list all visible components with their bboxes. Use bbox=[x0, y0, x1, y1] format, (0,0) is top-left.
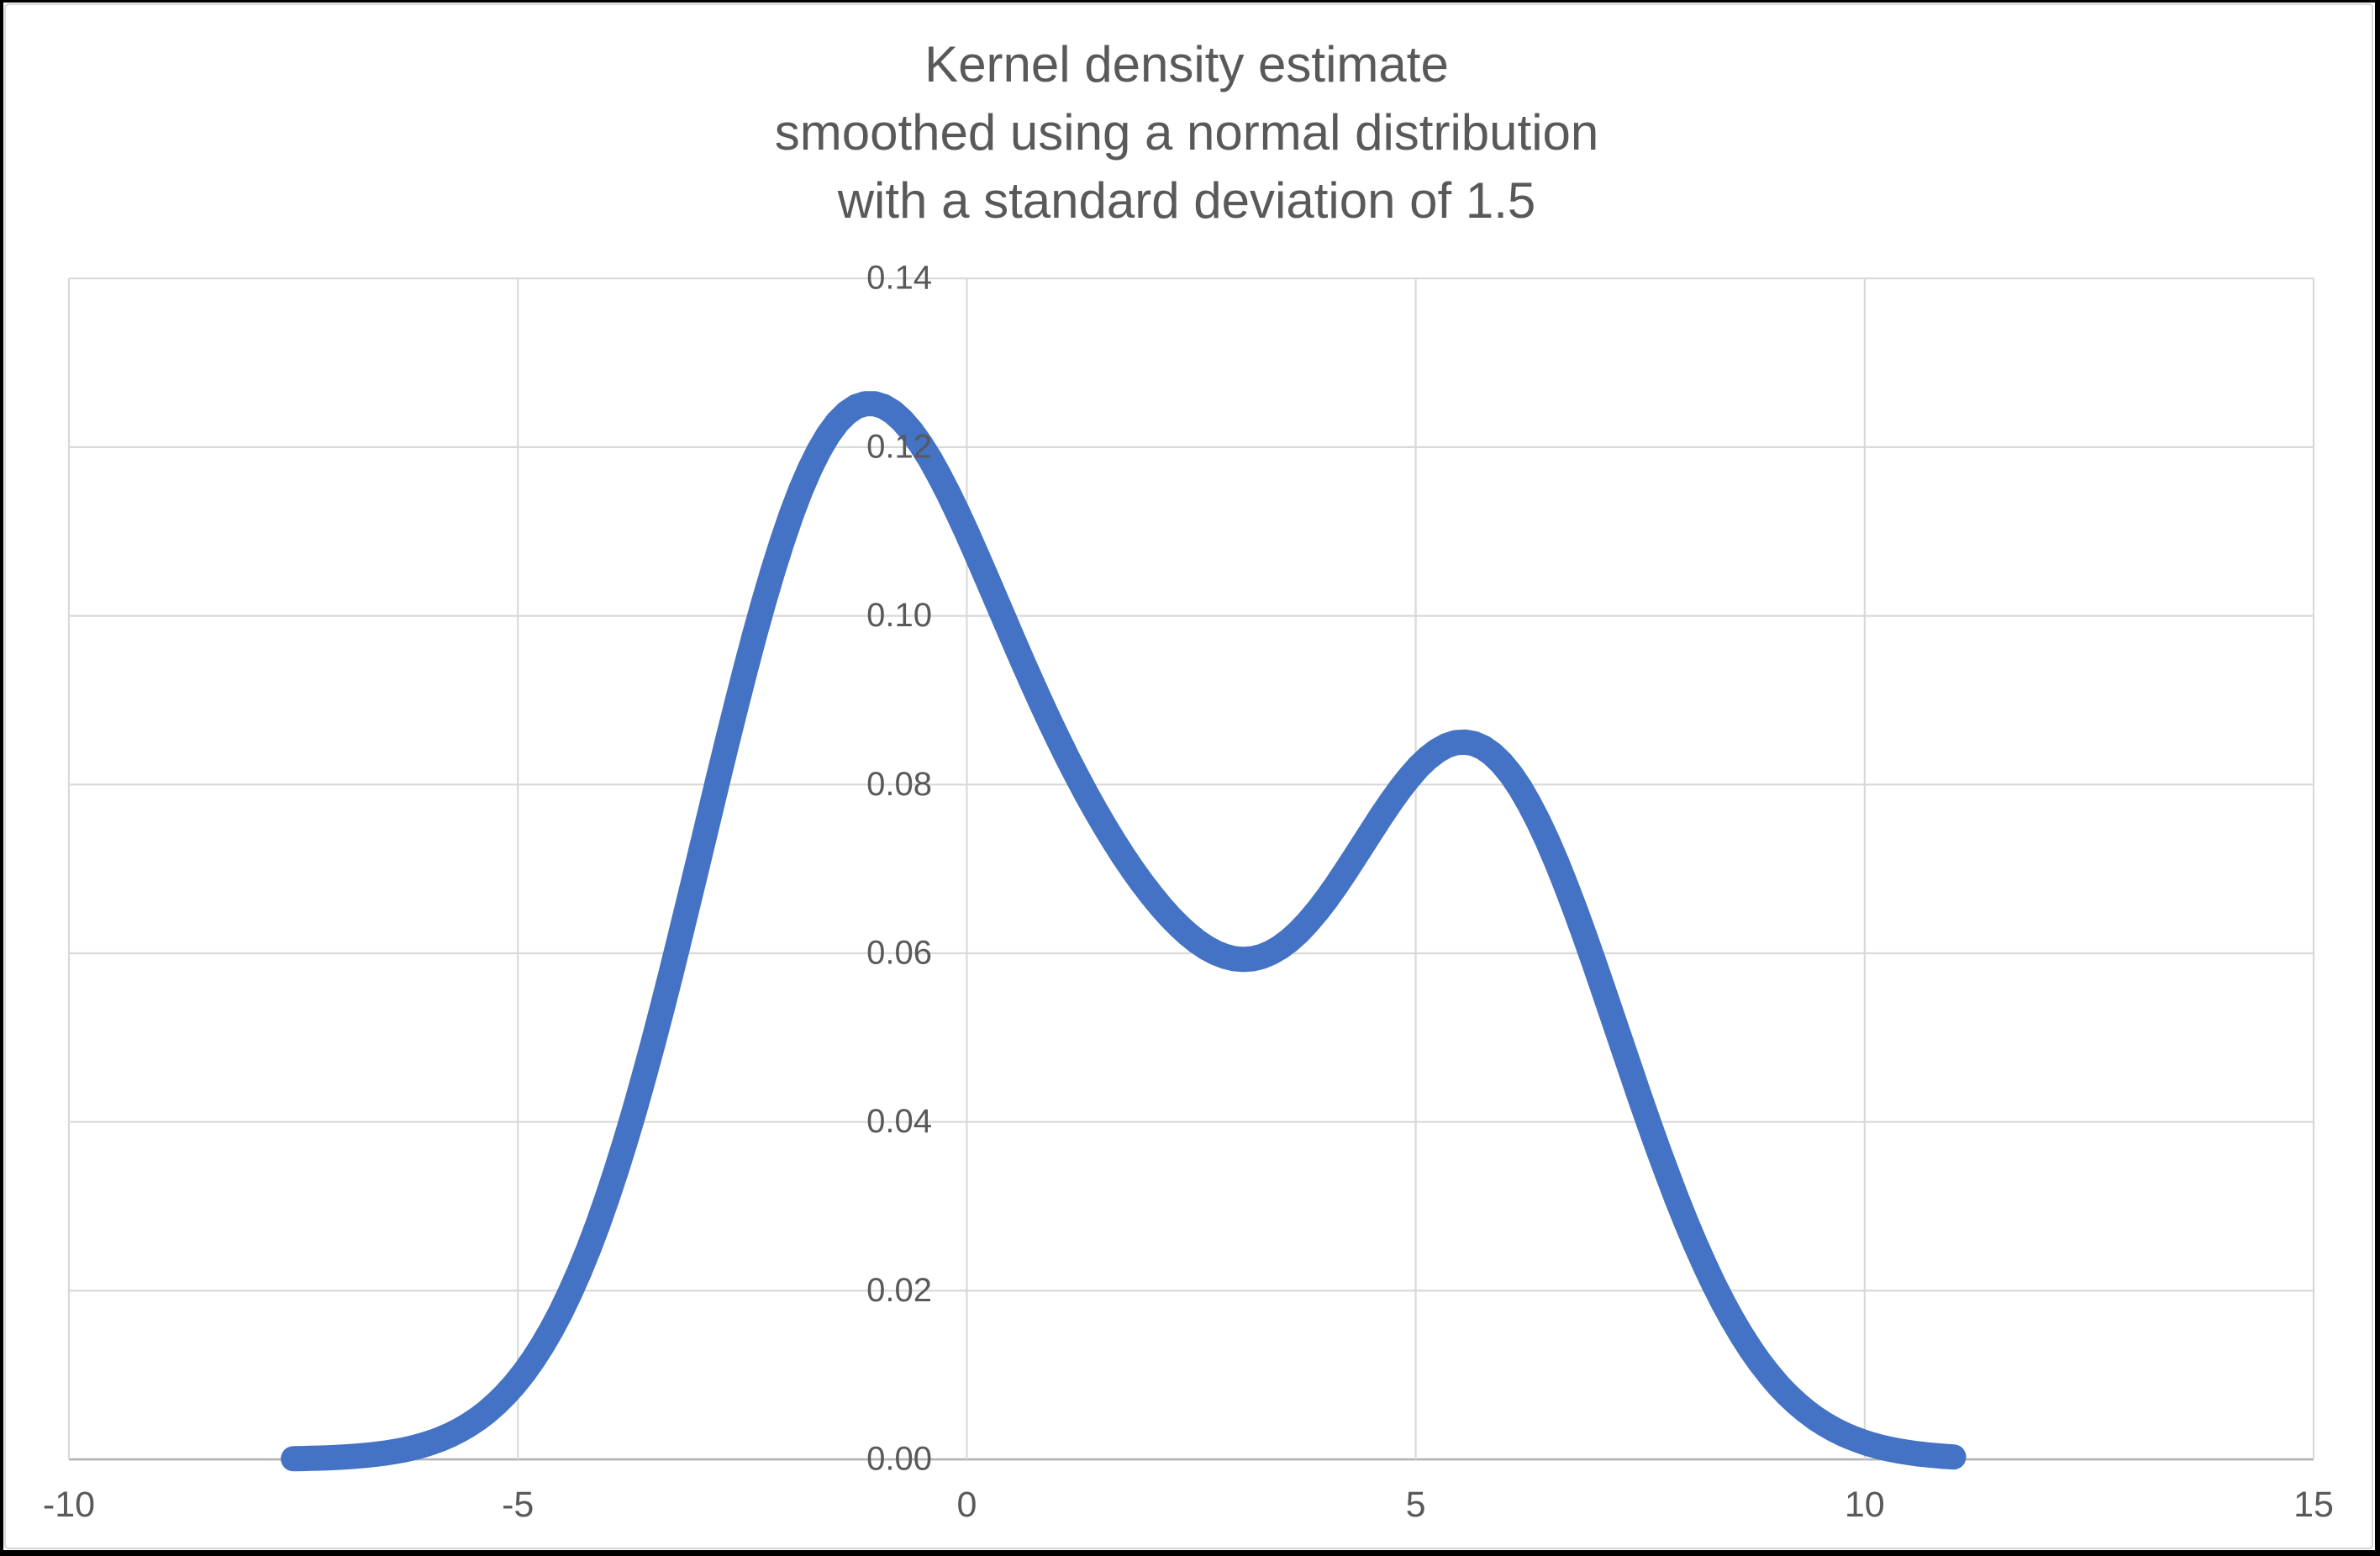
svg-text:0.00: 0.00 bbox=[866, 1441, 932, 1478]
svg-text:0.06: 0.06 bbox=[866, 935, 932, 972]
svg-text:with a standard deviation of 1: with a standard deviation of 1.5 bbox=[837, 172, 1536, 229]
svg-text:-10: -10 bbox=[43, 1485, 95, 1525]
svg-text:0.04: 0.04 bbox=[866, 1103, 932, 1140]
svg-text:smoothed using a normal distri: smoothed using a normal distribution bbox=[775, 104, 1599, 161]
svg-text:15: 15 bbox=[2293, 1485, 2334, 1525]
svg-text:0.02: 0.02 bbox=[866, 1272, 932, 1309]
svg-text:0.08: 0.08 bbox=[866, 766, 932, 803]
svg-text:-5: -5 bbox=[502, 1485, 534, 1525]
svg-text:10: 10 bbox=[1845, 1485, 1885, 1525]
svg-text:0.14: 0.14 bbox=[866, 260, 932, 297]
svg-text:0: 0 bbox=[956, 1485, 977, 1525]
svg-text:0.10: 0.10 bbox=[866, 597, 932, 634]
svg-text:0.12: 0.12 bbox=[866, 428, 932, 465]
svg-text:5: 5 bbox=[1406, 1485, 1426, 1525]
svg-text:Kernel density estimate: Kernel density estimate bbox=[924, 36, 1449, 92]
